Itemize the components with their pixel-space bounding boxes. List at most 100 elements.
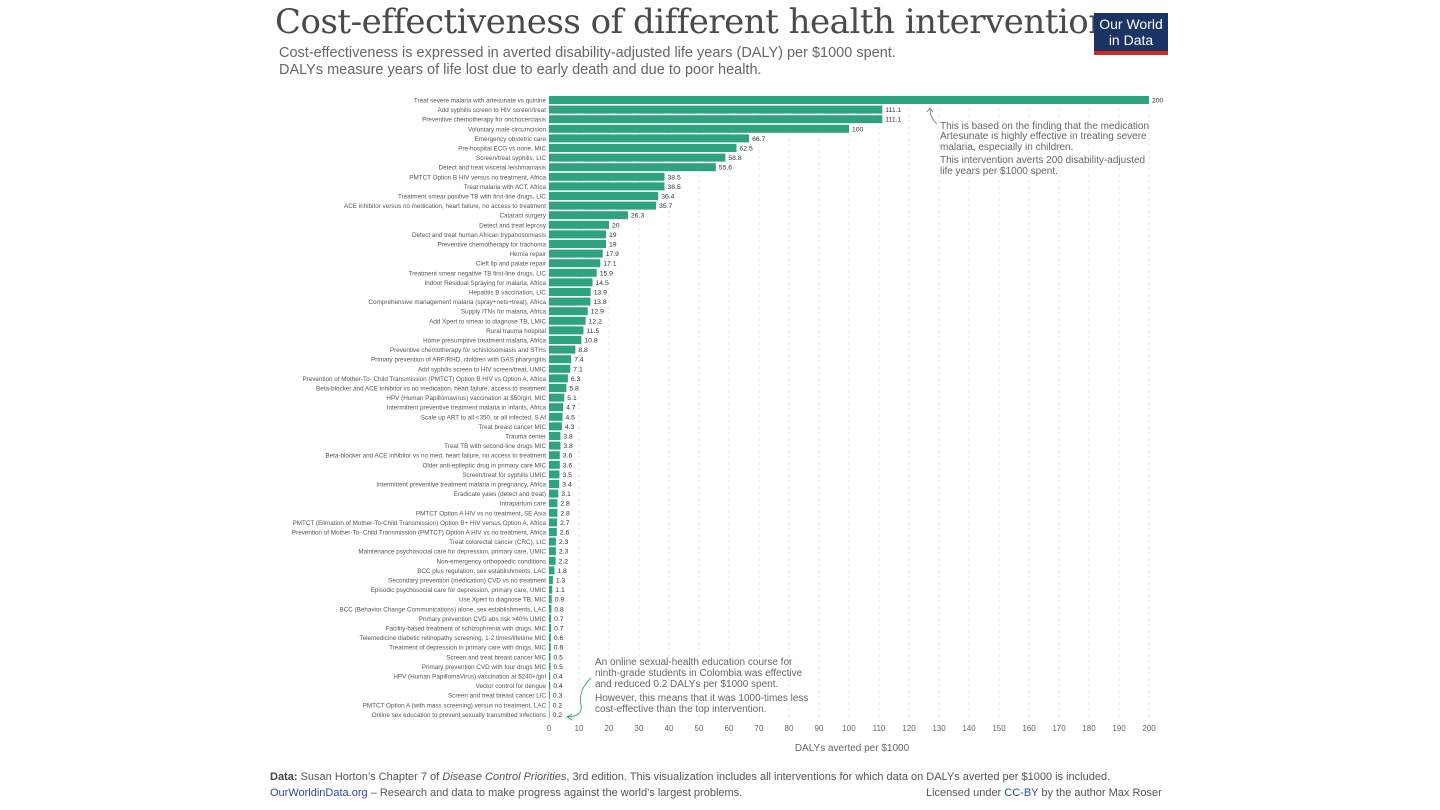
bar <box>549 374 568 383</box>
value-label: 8.8 <box>578 347 588 354</box>
category-label: Treatment smear positive TB with first-l… <box>398 194 546 201</box>
x-tick-label: 30 <box>635 724 644 733</box>
value-label: 19 <box>609 232 617 239</box>
value-label: 36.4 <box>661 194 674 201</box>
owid-logo[interactable]: Our World in Data <box>1094 13 1168 55</box>
value-label: 55.6 <box>719 165 732 172</box>
category-label: Cataract surgery <box>499 213 546 220</box>
footer-data-text-2: , 3rd edition. This visualization includ… <box>566 771 1111 783</box>
bar <box>549 316 586 325</box>
annotation-bottom-arrow <box>567 677 592 718</box>
site-tagline: – Research and data to make progress aga… <box>367 787 743 799</box>
bar <box>549 480 560 488</box>
annotation-line: An online sexual-health education course… <box>595 657 793 668</box>
value-label: 3.6 <box>563 453 573 460</box>
bar <box>549 326 584 335</box>
value-label: 10.8 <box>584 338 597 345</box>
annotation-bottom-arrowhead <box>566 713 573 721</box>
bar <box>549 393 565 402</box>
annotation-line: ninth-grade students in Colombia was eff… <box>595 668 803 679</box>
category-label: Comprehensive management malaria (spray+… <box>369 299 547 306</box>
bar <box>549 211 628 220</box>
value-label: 3.8 <box>563 443 573 450</box>
value-label: 0.8 <box>554 606 564 613</box>
category-label: PMTCT Option A (with mass screening) ver… <box>363 702 547 709</box>
x-axis-ticks: 0 10 20 30 40 50 60 70 80 90 100 110 120 130 140 150 160… <box>547 724 1156 733</box>
category-label: Intrapartum care <box>500 501 547 508</box>
value-label: 4.3 <box>565 424 575 431</box>
footer-site: OurWorldinData.org – Research and data t… <box>270 787 742 799</box>
category-label: Maintenance psychosocial care for depres… <box>358 549 546 556</box>
category-label: Screen and treat breast cancer LIC <box>448 693 546 700</box>
site-link[interactable]: OurWorldinData.org <box>270 787 368 799</box>
bar <box>549 297 591 306</box>
x-axis-label: DALYs averted per $1000 <box>795 743 910 754</box>
category-label: BCC plus regulation, sex establishments,… <box>417 568 546 575</box>
bar <box>549 643 551 652</box>
annotation-top: This is based on the finding that the me… <box>940 121 1149 177</box>
category-label: HPV (Human Papillomavirus) vaccination a… <box>386 395 546 402</box>
value-labels: 200 111.1 111.1 100 66.7 62.5 58.8 55.6 38.5 38.5… <box>553 98 1164 719</box>
bar <box>549 259 601 268</box>
category-label: Detect and treat human African trypanoso… <box>412 232 546 239</box>
category-label: Primary prevention CVD with four drugs M… <box>422 664 547 671</box>
value-label: 100 <box>852 126 864 133</box>
value-label: 58.8 <box>728 155 741 162</box>
bar <box>549 518 558 527</box>
x-tick-label: 180 <box>1082 724 1096 733</box>
license-link[interactable]: CC-BY <box>1004 787 1039 799</box>
bar <box>549 662 551 671</box>
category-label: Treat severe malaria with artesunate vs … <box>414 98 547 105</box>
category-label: Intermittent preventive treatment malari… <box>387 405 547 412</box>
bar <box>549 220 609 229</box>
category-label: Home presumptive treatment malaria, Afri… <box>423 338 546 345</box>
value-label: 26.3 <box>631 213 644 220</box>
bar <box>549 624 552 632</box>
value-label: 0.5 <box>554 654 564 661</box>
category-label: Treat malaria with ACT, Africa <box>464 184 547 191</box>
category-label: Use Xpert to diagnose TB, MIC <box>459 597 546 604</box>
value-label: 3.5 <box>563 472 573 479</box>
category-label: Facility-based treatment of schizophreni… <box>386 626 547 633</box>
category-label: Preventive chemotherapy for schistosomia… <box>390 347 546 354</box>
bar <box>549 633 551 642</box>
value-label: 2.6 <box>560 530 570 537</box>
value-label: 19 <box>609 242 617 249</box>
value-label: 2.7 <box>560 520 570 527</box>
category-label: Rural trauma hospital <box>486 328 546 335</box>
category-label: Scale up ART to all <350, or all infecte… <box>421 414 547 421</box>
bar <box>549 153 726 162</box>
category-label: Primary prevention CVD abs risk >40% UMI… <box>419 616 547 623</box>
bar <box>549 268 597 277</box>
x-tick-label: 80 <box>785 724 794 733</box>
value-label: 4.7 <box>566 405 576 412</box>
bar <box>549 614 552 623</box>
value-label: 4.5 <box>566 414 576 421</box>
value-label: 0.2 <box>553 712 563 719</box>
category-label: Non-emergency orthopaedic conditions <box>436 558 546 565</box>
bar <box>549 134 750 143</box>
category-label: Treat TB with second-line drugs MIC <box>444 443 546 450</box>
chart-subtitle: Cost-effectiveness is expressed in avert… <box>279 45 999 79</box>
bar <box>549 595 552 604</box>
bar <box>549 604 552 613</box>
category-label: Detect and treat visceral leishmaniasis <box>439 165 546 172</box>
x-tick-label: 20 <box>605 724 614 733</box>
annotation-top-arrow <box>929 108 938 125</box>
bar <box>549 345 576 354</box>
value-label: 62.5 <box>740 146 753 153</box>
bar <box>549 364 571 373</box>
category-label: Add syphilis screen to HIV screen/treat,… <box>418 366 547 373</box>
bar <box>549 441 561 450</box>
value-label: 14.5 <box>596 280 609 287</box>
bar <box>549 470 560 479</box>
category-label: Cleft lip and palate repair <box>476 261 546 268</box>
bar <box>549 547 556 556</box>
license-pre: Licensed under <box>926 787 1005 799</box>
category-label: PMTCT Option B HIV versus no treatment, … <box>409 174 546 181</box>
value-label: 13.9 <box>594 290 607 297</box>
category-label: Beta-blocker and ACE inhibitor vs no med… <box>325 453 546 460</box>
bar <box>549 681 551 690</box>
value-label: 1.1 <box>555 587 565 594</box>
